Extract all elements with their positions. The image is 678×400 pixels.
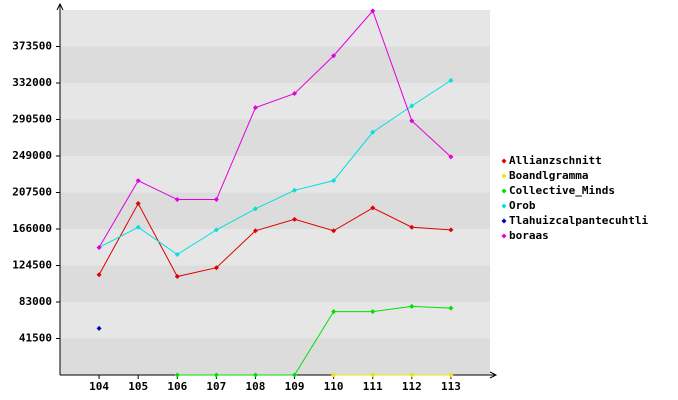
point (409, 118, 415, 124)
point (252, 228, 258, 234)
series-line (98, 79, 452, 256)
legend-marker (501, 233, 507, 239)
legend-marker (501, 188, 507, 194)
plot-band (60, 156, 490, 193)
y-tick-label: 124500 (12, 259, 52, 272)
point (96, 244, 102, 250)
point (331, 178, 337, 184)
plot-band (60, 83, 490, 120)
y-tick-label: 207500 (12, 186, 52, 199)
point (370, 372, 376, 378)
point (252, 105, 258, 111)
x-tick-label: 107 (206, 380, 226, 393)
point (448, 227, 454, 233)
point (96, 325, 102, 331)
plot-band (60, 119, 490, 156)
point (448, 305, 454, 311)
legend-marker (501, 173, 507, 179)
y-tick-label: 41500 (19, 332, 52, 345)
point (448, 154, 454, 160)
point (292, 372, 298, 378)
point (409, 372, 415, 378)
y-axis-arrow (56, 2, 64, 11)
plot-band (60, 10, 490, 47)
x-tick-label: 108 (246, 380, 266, 393)
point (174, 273, 180, 279)
point (292, 91, 298, 97)
point (213, 227, 219, 233)
y-tick-label: 166000 (12, 222, 52, 235)
point (135, 224, 141, 230)
plot-band (60, 302, 490, 339)
point (292, 187, 298, 193)
point (252, 206, 258, 212)
y-tick-label: 332000 (12, 76, 52, 89)
point (96, 272, 102, 278)
point (331, 309, 337, 315)
series-line (98, 202, 451, 278)
plot-band (60, 338, 490, 375)
point (252, 372, 258, 378)
point (135, 178, 141, 184)
y-tick-label: 290500 (12, 113, 52, 126)
legend-label: Collective_Minds (509, 184, 615, 197)
point (135, 200, 141, 206)
point (213, 197, 219, 203)
x-tick-label: 109 (285, 380, 305, 393)
x-tick-label: 105 (128, 380, 148, 393)
legend-label: Orob (509, 199, 536, 212)
point (213, 265, 219, 271)
legend-label: Boandlgramma (509, 169, 588, 182)
point (174, 372, 180, 378)
point (331, 372, 337, 378)
legend-marker (501, 158, 507, 164)
plot-band (60, 265, 490, 302)
x-tick-label: 112 (402, 380, 422, 393)
y-tick-label: 249000 (12, 149, 52, 162)
plot-band (60, 192, 490, 229)
y-tick-label: 373500 (12, 40, 52, 53)
y-tick-label: 83000 (19, 295, 52, 308)
point (370, 8, 376, 14)
series-line (98, 9, 452, 248)
legend-marker (501, 218, 507, 224)
x-axis-arrow (489, 371, 498, 379)
series-line (177, 305, 451, 376)
point (174, 197, 180, 203)
point (409, 103, 415, 109)
plot-band (60, 229, 490, 266)
point (213, 372, 219, 378)
point (370, 309, 376, 315)
point (292, 216, 298, 222)
legend-label: Tlahuizcalpantecuhtli (509, 214, 648, 227)
x-tick-label: 113 (441, 380, 461, 393)
point (370, 129, 376, 135)
point (448, 77, 454, 83)
point (370, 205, 376, 211)
x-tick-label: 106 (167, 380, 187, 393)
x-tick-label: 111 (363, 380, 383, 393)
legend-label: boraas (509, 229, 549, 242)
legend-label: Allianzschnitt (509, 154, 602, 167)
point (331, 228, 337, 234)
legend-marker (501, 203, 507, 209)
point (331, 53, 337, 59)
x-tick-label: 104 (89, 380, 109, 393)
point (409, 303, 415, 309)
x-tick-label: 110 (324, 380, 344, 393)
point (409, 224, 415, 230)
point (448, 372, 454, 378)
plot-band (60, 46, 490, 83)
point (174, 252, 180, 258)
